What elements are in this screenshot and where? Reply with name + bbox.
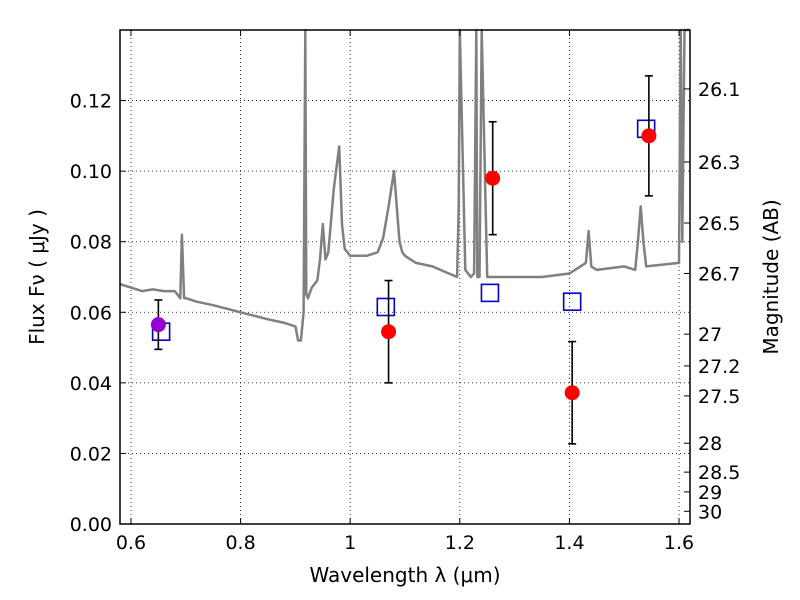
right-axis-tick-label: 26.1: [698, 79, 740, 101]
data-points-layer: [150, 75, 657, 445]
right-axis-tick-label: 26.7: [698, 263, 740, 285]
y-tick-label: 0.04: [70, 373, 112, 395]
x-axis-title: Wavelength λ (μm): [309, 563, 500, 587]
right-axis-tick-label: 30: [698, 501, 722, 523]
axis-ticks: 0.6 0.8 1 1.2 1.4 1.6 0.00 0.02 0.04 0.06 0.08 0.10…: [70, 30, 740, 554]
right-axis-tick-label: 27: [698, 324, 722, 346]
x-tick-label: 0.6: [116, 532, 146, 554]
y-tick-label: 0.08: [70, 232, 112, 254]
observed-point: [564, 385, 580, 401]
x-tick-label: 1: [344, 532, 356, 554]
model-spectrum-layer: [119, 28, 690, 342]
right-axis-tick-label: 29: [698, 482, 722, 504]
x-tick-label: 0.8: [225, 532, 255, 554]
grid: [120, 30, 690, 524]
model-photometry-square: [480, 283, 500, 303]
y-tick-label: 0.02: [70, 443, 112, 465]
right-axis-tick-label: 26.5: [698, 213, 740, 235]
model-spectrum-line: [119, 28, 690, 342]
y-tick-label: 0.12: [70, 91, 112, 113]
observed-point-purple: [150, 317, 166, 333]
model-photometry-square: [376, 297, 396, 317]
model-photometry-square: [562, 292, 582, 312]
right-axis-tick-label: 26.3: [698, 152, 740, 174]
x-tick-label: 1.6: [664, 532, 694, 554]
y-axis-title: Flux Fν ( μJy ): [25, 209, 49, 345]
right-axis-tick-label: 27.5: [698, 386, 740, 408]
observed-point: [381, 324, 397, 340]
plot-frame: [119, 29, 691, 525]
y-tick-label: 0.06: [70, 302, 112, 324]
observed-point: [641, 128, 657, 144]
x-tick-label: 1.4: [554, 532, 584, 554]
observed-point: [485, 170, 501, 186]
right-axis-tick-label: 28: [698, 433, 722, 455]
y-tick-label: 0.10: [70, 161, 112, 183]
right-axis-tick-label: 27.2: [698, 356, 740, 378]
right-axis-tick-label: 28.5: [698, 462, 740, 484]
y-tick-label: 0.00: [70, 514, 112, 536]
x-tick-label: 1.2: [445, 532, 475, 554]
right-axis-title: Magnitude (AB): [759, 199, 783, 354]
